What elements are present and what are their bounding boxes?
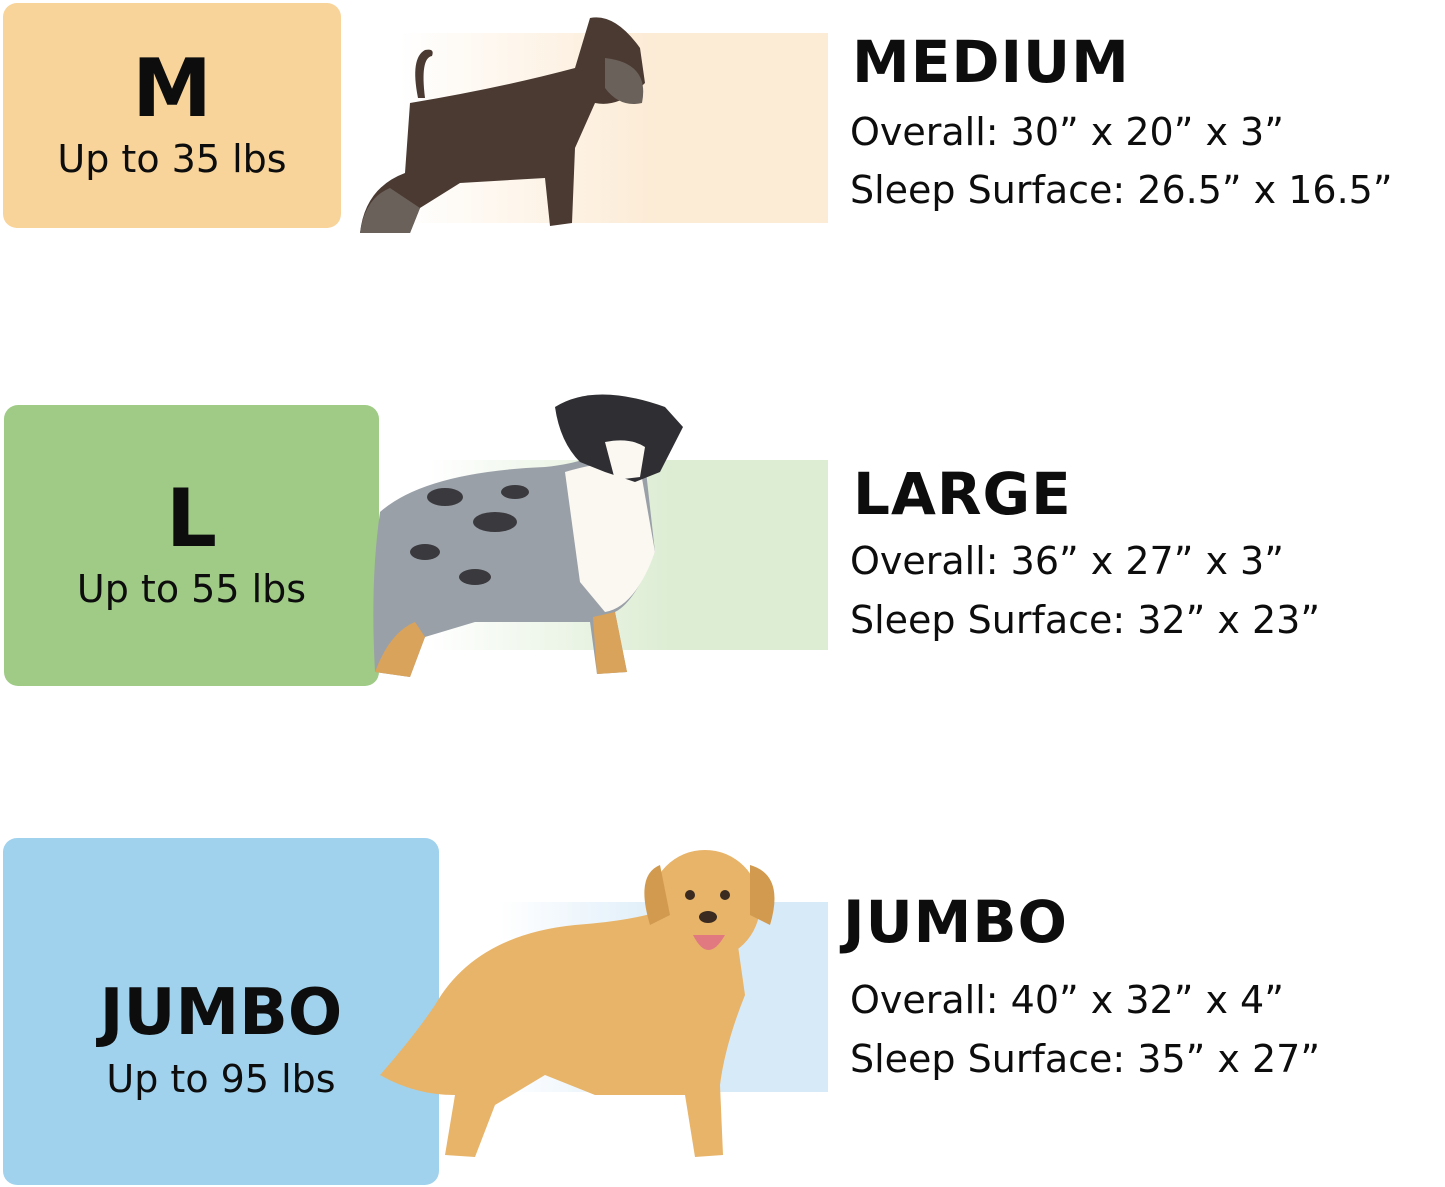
overall-dimensions: Overall: 40” x 32” x 4” xyxy=(850,978,1284,1022)
size-title: JUMBO xyxy=(843,888,1068,956)
schnauzer-dog-icon xyxy=(360,17,645,233)
size-title: LARGE xyxy=(853,460,1072,528)
golden-retriever-dog-icon xyxy=(380,850,775,1157)
jumbo-badge: JUMBO Up to 95 lbs xyxy=(3,838,439,1185)
overall-dimensions: Overall: 30” x 20” x 3” xyxy=(850,110,1284,154)
size-title: MEDIUM xyxy=(852,28,1130,96)
sleep-surface-dimensions: Sleep Surface: 26.5” x 16.5” xyxy=(850,168,1393,212)
australian-shepherd-dog-icon xyxy=(373,394,683,677)
badge-weight: Up to 35 lbs xyxy=(57,136,287,181)
badge-letter: JUMBO xyxy=(99,975,343,1050)
sleep-surface-dimensions: Sleep Surface: 35” x 27” xyxy=(850,1037,1321,1081)
badge-weight: Up to 95 lbs xyxy=(106,1056,336,1101)
sleep-surface-dimensions: Sleep Surface: 32” x 23” xyxy=(850,598,1321,642)
badge-letter: M xyxy=(132,41,212,135)
badge-letter: L xyxy=(166,471,217,565)
large-badge: L Up to 55 lbs xyxy=(4,405,379,686)
overall-dimensions: Overall: 36” x 27” x 3” xyxy=(850,539,1284,583)
badge-weight: Up to 55 lbs xyxy=(76,566,307,611)
medium-badge: M Up to 35 lbs xyxy=(3,3,341,228)
